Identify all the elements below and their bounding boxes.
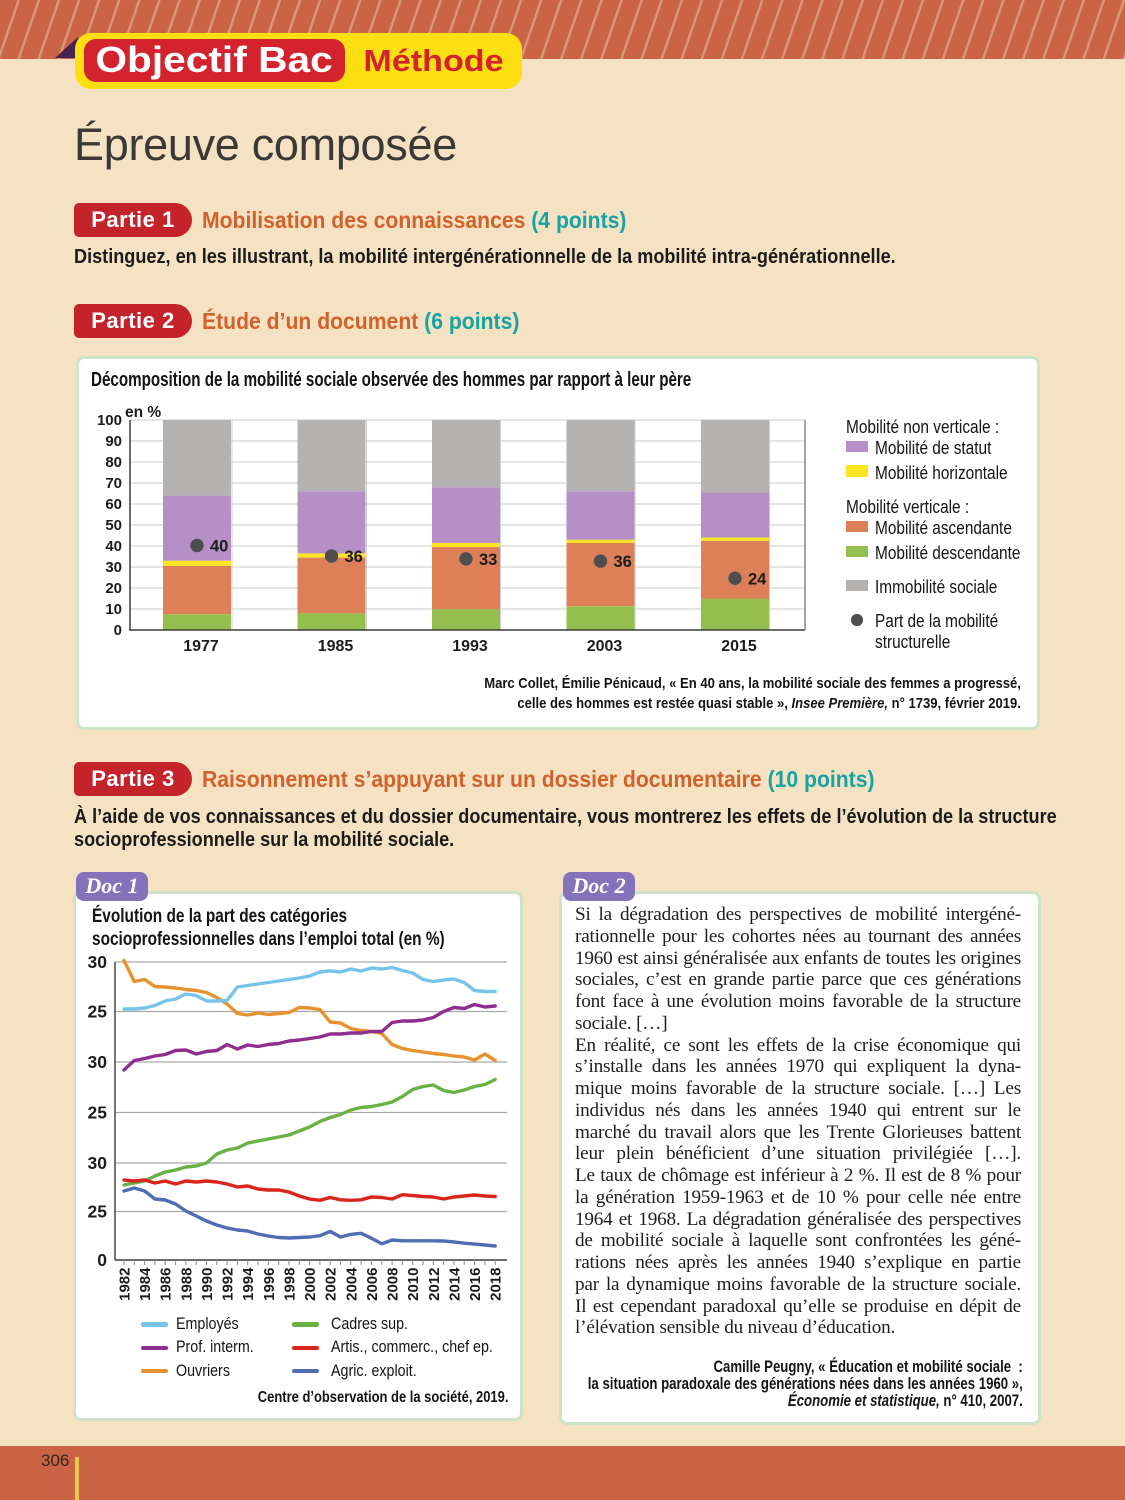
svg-text:0: 0: [97, 1250, 107, 1270]
svg-text:1990: 1990: [199, 1268, 216, 1301]
svg-text:1988: 1988: [178, 1268, 195, 1301]
svg-text:2006: 2006: [364, 1268, 381, 1301]
svg-text:1996: 1996: [261, 1268, 278, 1301]
svg-text:2018: 2018: [488, 1268, 505, 1301]
svg-text:30: 30: [88, 1052, 108, 1072]
svg-text:20: 20: [105, 580, 122, 597]
svg-text:1977: 1977: [183, 638, 219, 655]
svg-text:50: 50: [105, 517, 122, 534]
svg-text:25: 25: [88, 1103, 108, 1123]
svg-text:1998: 1998: [282, 1268, 299, 1301]
svg-text:40: 40: [210, 538, 228, 556]
svg-text:33: 33: [479, 551, 497, 569]
svg-text:1984: 1984: [137, 1267, 154, 1301]
svg-text:1992: 1992: [220, 1268, 237, 1301]
svg-text:2003: 2003: [587, 638, 623, 655]
svg-text:25: 25: [88, 1002, 108, 1022]
svg-text:2015: 2015: [721, 638, 757, 655]
svg-text:2008: 2008: [385, 1268, 402, 1301]
svg-text:1985: 1985: [318, 638, 354, 655]
svg-text:60: 60: [105, 496, 122, 513]
svg-text:1982: 1982: [117, 1268, 134, 1301]
svg-text:90: 90: [105, 433, 122, 450]
svg-text:2016: 2016: [467, 1268, 484, 1301]
svg-text:2014: 2014: [446, 1267, 463, 1301]
svg-text:30: 30: [88, 1153, 108, 1173]
svg-text:en %: en %: [125, 404, 161, 421]
svg-text:2000: 2000: [302, 1268, 319, 1301]
svg-text:1986: 1986: [158, 1268, 175, 1301]
svg-text:0: 0: [114, 622, 122, 639]
svg-text:10: 10: [105, 601, 122, 618]
svg-text:36: 36: [345, 548, 363, 566]
svg-text:40: 40: [105, 538, 122, 555]
svg-text:30: 30: [88, 952, 108, 972]
svg-text:24: 24: [748, 570, 767, 588]
svg-text:100: 100: [97, 412, 122, 429]
svg-text:2004: 2004: [343, 1267, 360, 1301]
svg-text:25: 25: [88, 1202, 108, 1222]
svg-text:1994: 1994: [240, 1267, 257, 1301]
svg-text:2002: 2002: [323, 1268, 340, 1301]
svg-text:36: 36: [614, 553, 632, 571]
svg-text:2012: 2012: [426, 1268, 443, 1301]
svg-text:2010: 2010: [405, 1268, 422, 1301]
svg-text:70: 70: [105, 475, 122, 492]
svg-text:30: 30: [105, 559, 122, 576]
svg-text:1993: 1993: [452, 638, 488, 655]
svg-text:80: 80: [105, 454, 122, 471]
